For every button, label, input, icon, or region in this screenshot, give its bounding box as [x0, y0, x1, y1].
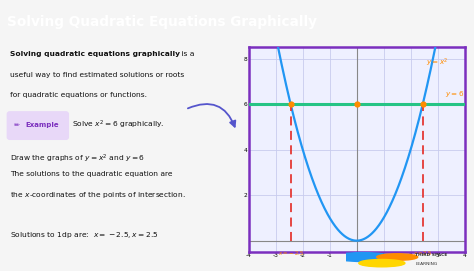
Text: useful way to find estimated solutions or roots: useful way to find estimated solutions o… — [10, 72, 184, 78]
Text: LEARNING: LEARNING — [415, 262, 438, 266]
Circle shape — [335, 253, 391, 262]
Text: for quadratic equations or functions.: for quadratic equations or functions. — [10, 92, 147, 98]
Text: THIRD SPACE: THIRD SPACE — [415, 253, 447, 257]
Circle shape — [377, 254, 418, 260]
Text: The solutions to the quadratic equation are: The solutions to the quadratic equation … — [10, 171, 172, 178]
Text: Solve $x^2 = 6$ graphically.: Solve $x^2 = 6$ graphically. — [72, 119, 164, 131]
Text: $x = 2.5$: $x = 2.5$ — [413, 249, 432, 257]
Text: $y = x^2$: $y = x^2$ — [426, 57, 449, 69]
Text: Solving quadratic equations graphically: Solving quadratic equations graphically — [10, 51, 180, 57]
Text: $x = -2.5$: $x = -2.5$ — [278, 249, 304, 257]
Text: Draw the graphs of $y = x^2$ and $y = 6$: Draw the graphs of $y = x^2$ and $y = 6$ — [10, 153, 145, 165]
FancyBboxPatch shape — [7, 112, 68, 139]
Text: $y = 6$: $y = 6$ — [446, 89, 465, 99]
Text: Example: Example — [26, 122, 59, 128]
Text: Solving Quadratic Equations Graphically: Solving Quadratic Equations Graphically — [7, 15, 317, 29]
Circle shape — [359, 260, 405, 267]
Text: is a: is a — [180, 51, 195, 57]
Text: Solutions to 1dp are:  $x = -2.5, x = 2.5$: Solutions to 1dp are: $x = -2.5, x = 2.5… — [10, 230, 158, 240]
Text: ✏: ✏ — [13, 122, 19, 128]
Text: the $x$-coordinates of the points of intersection.: the $x$-coordinates of the points of int… — [10, 190, 185, 200]
